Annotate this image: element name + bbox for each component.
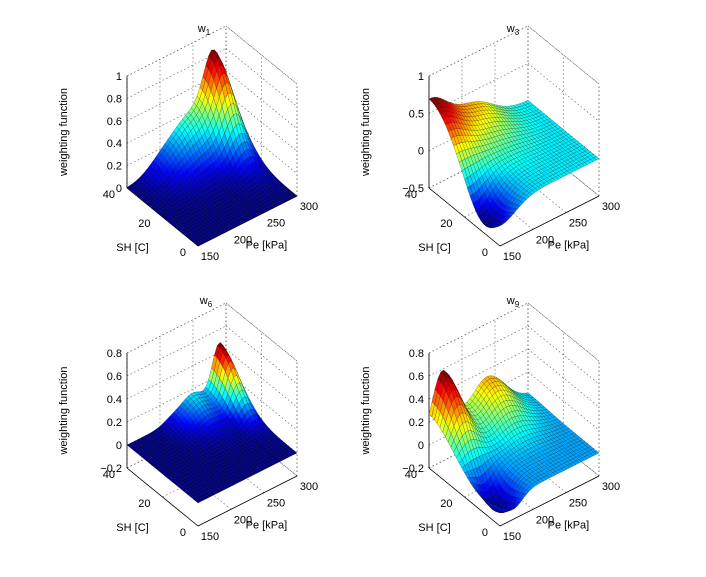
pe-tick-label: 300 — [602, 481, 620, 493]
wall-edge — [225, 302, 298, 362]
z-tick-label: 1 — [116, 71, 122, 83]
z-tick-label: 1 — [418, 71, 424, 83]
z-gridline — [225, 302, 298, 362]
z-tick-label: 0.2 — [107, 417, 122, 429]
sh-axis-label: SH [C] — [116, 522, 148, 534]
sh-axis — [428, 187, 501, 247]
z-gridline — [225, 92, 298, 152]
z-gridline — [126, 25, 227, 77]
z-tick-label: 0.6 — [107, 116, 122, 128]
z-gridline — [126, 325, 227, 377]
z-gridline — [225, 25, 298, 85]
z-tick-label: 0.4 — [107, 394, 122, 406]
sh-axis-label: SH [C] — [418, 522, 450, 534]
z-axis-label: weighting function — [360, 366, 372, 455]
z-axis-label: weighting function — [58, 88, 70, 177]
pe-tick-label: 250 — [569, 218, 587, 230]
z-tick-label: 0.6 — [409, 371, 424, 383]
sh-tick-label: 0 — [180, 527, 186, 539]
z-gridline — [527, 63, 600, 122]
pe-axis — [499, 195, 600, 247]
z-tick-label: 0.2 — [409, 417, 424, 429]
sh-tick-label: 20 — [440, 498, 452, 510]
wall-edge — [527, 302, 600, 362]
z-tick-label: 0.5 — [409, 108, 424, 120]
z-tick-label: 0.8 — [409, 348, 424, 360]
z-tick-label: −0.5 — [402, 183, 424, 195]
sh-tick-label: 20 — [440, 218, 452, 230]
sh-tick-label: 0 — [482, 247, 488, 259]
subplot-title: w3 — [506, 23, 520, 37]
z-tick-label: 0.6 — [107, 371, 122, 383]
wall-edge — [527, 25, 600, 85]
pe-tick-label: 150 — [201, 251, 219, 263]
pe-tick-label: 250 — [267, 218, 285, 230]
subplot-title: w6 — [199, 295, 213, 309]
pe-tick-label: 250 — [267, 498, 285, 510]
pe-tick-label: 150 — [201, 531, 219, 543]
pe-axis-label: Pe [kPa] — [548, 240, 590, 252]
z-gridline — [527, 302, 600, 362]
surface — [126, 49, 298, 247]
z-axis-label: weighting function — [360, 88, 372, 177]
sh-tick-label: 0 — [180, 247, 186, 259]
z-gridline — [225, 70, 298, 130]
z-tick-label: −0.2 — [100, 463, 122, 475]
wall-edge — [225, 25, 298, 85]
z-tick-label: 0.4 — [409, 394, 424, 406]
z-tick-label: 0 — [116, 183, 122, 195]
pe-tick-label: 250 — [569, 498, 587, 510]
z-gridline — [428, 325, 529, 377]
sh-tick-label: 0 — [482, 527, 488, 539]
z-tick-label: 0.8 — [107, 348, 122, 360]
surface — [428, 96, 600, 229]
sh-axis-label: SH [C] — [418, 242, 450, 254]
z-axis-label: weighting function — [58, 366, 70, 455]
pe-tick-label: 300 — [300, 201, 318, 213]
z-tick-label: −0.2 — [402, 463, 424, 475]
z-gridline — [428, 302, 529, 354]
z-tick-label: 0.8 — [107, 93, 122, 105]
pe-tick-label: 300 — [602, 201, 620, 213]
pe-axis-label: Pe [kPa] — [246, 520, 288, 532]
z-gridline — [225, 115, 298, 174]
surface — [428, 369, 600, 514]
z-tick-label: 0.2 — [107, 161, 122, 173]
z-gridline — [126, 302, 227, 354]
z-gridline — [428, 63, 529, 114]
z-tick-label: 0 — [418, 146, 424, 158]
pe-tick-label: 150 — [503, 251, 521, 263]
z-gridline — [527, 25, 600, 85]
sh-tick-label: 20 — [138, 218, 150, 230]
subplot-title: w1 — [197, 23, 211, 37]
surface — [126, 342, 298, 504]
pe-tick-label: 150 — [503, 531, 521, 543]
pe-axis-label: Pe [kPa] — [548, 520, 590, 532]
pe-tick-label: 300 — [300, 481, 318, 493]
sh-tick-label: 20 — [138, 498, 150, 510]
sh-tick-label: 40 — [103, 189, 115, 201]
sh-axis-label: SH [C] — [116, 242, 148, 254]
subplot-title: w9 — [506, 295, 520, 309]
pe-axis-label: Pe [kPa] — [246, 240, 288, 252]
z-tick-label: 0.4 — [107, 138, 122, 150]
z-gridline — [428, 25, 529, 77]
z-tick-label: 0 — [116, 440, 122, 452]
pe-tick-label: 200 — [234, 234, 252, 246]
z-tick-label: 0 — [418, 440, 424, 452]
surface-patch — [194, 242, 202, 247]
z-gridline — [527, 137, 600, 197]
z-gridline — [225, 48, 298, 107]
